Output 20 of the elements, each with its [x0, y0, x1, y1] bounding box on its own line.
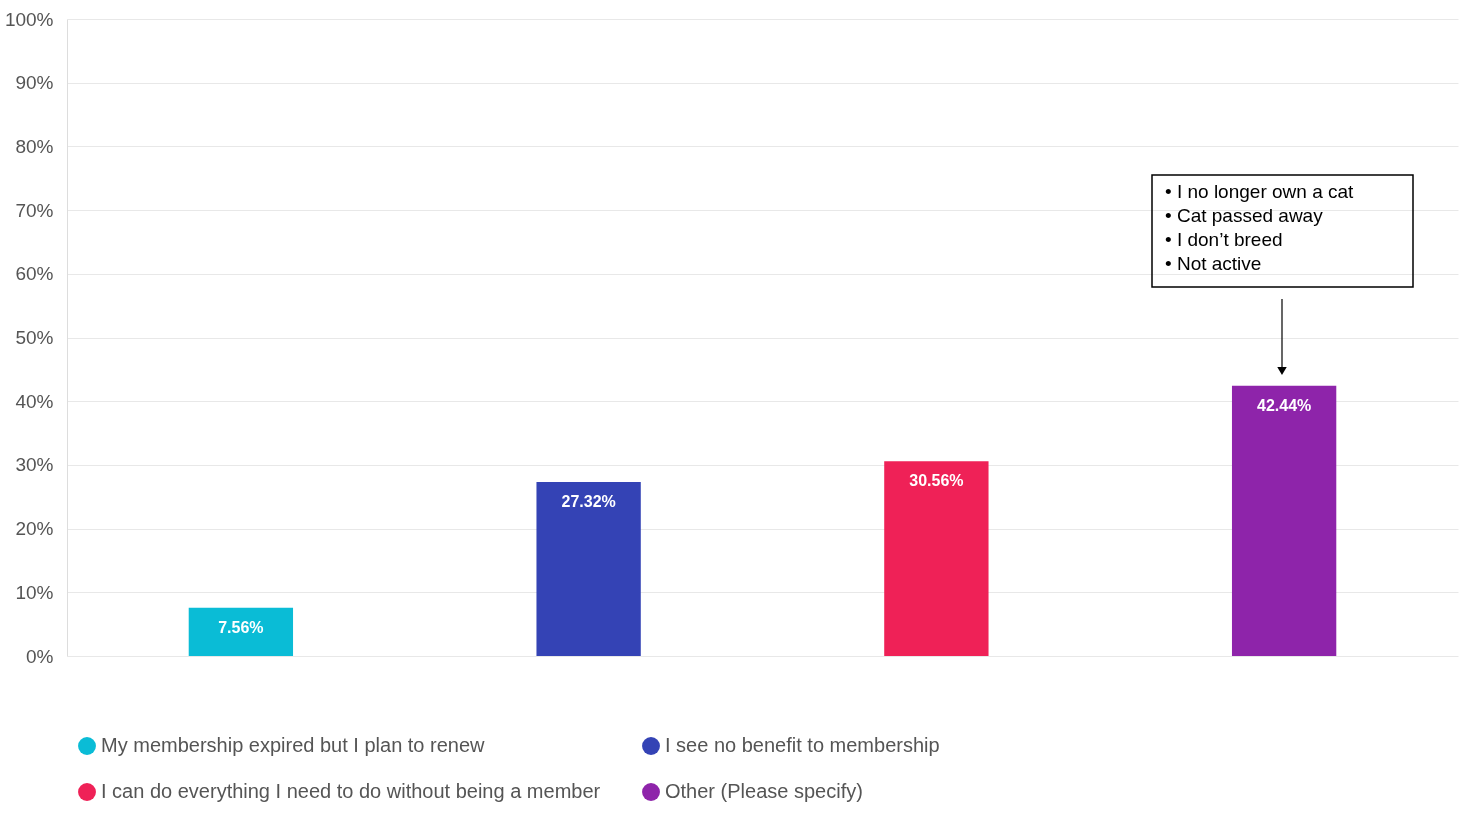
- y-tick-label: 0%: [26, 645, 54, 667]
- legend-label: I can do everything I need to do without being a member: [101, 780, 601, 802]
- y-tick-label: 90%: [15, 72, 54, 94]
- data-label: 42.44%: [1256, 396, 1312, 414]
- y-tick-label: 40%: [15, 390, 54, 412]
- y-tick-label: 70%: [15, 199, 54, 221]
- y-tick-label: 80%: [15, 135, 54, 157]
- y-tick-label: 60%: [15, 263, 54, 285]
- y-tick-label: 50%: [15, 327, 54, 348]
- y-tick-label: 10%: [15, 581, 54, 603]
- y-tick-label: 30%: [15, 454, 54, 476]
- annotation: • I no longer own a cat • Cat passed away • I don’t breed • Not active: [1165, 181, 1355, 274]
- data-label: 30.56%: [909, 472, 964, 490]
- data-label: 7.56%: [218, 618, 264, 636]
- legend-label: Other (Please specify): [665, 780, 863, 802]
- y-tick-label: 100%: [4, 8, 54, 30]
- legend-label: I see no benefit to membership: [665, 734, 940, 756]
- y-tick-label: 20%: [15, 518, 54, 540]
- data-label: 27.32%: [561, 492, 616, 510]
- legend-label: My membership expired but I plan to renew: [101, 734, 486, 756]
